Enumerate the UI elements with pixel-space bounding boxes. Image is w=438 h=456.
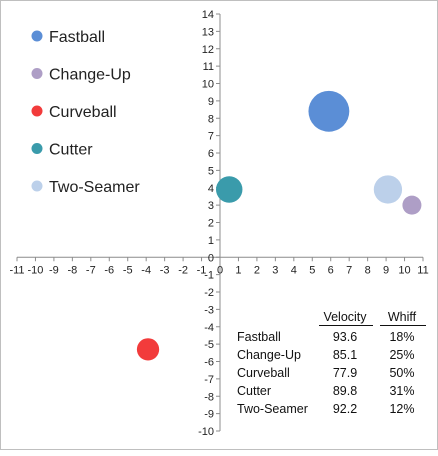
table-cell-whiff: 50% bbox=[389, 366, 414, 380]
table-cell-pitch: Two-Seamer bbox=[237, 402, 308, 416]
table-cell-velocity: 85.1 bbox=[333, 348, 357, 362]
table-header-whiff: Whiff bbox=[388, 310, 417, 324]
table-row: Two-Seamer 92.2 12% bbox=[237, 402, 415, 416]
y-tick-label: 9 bbox=[208, 96, 214, 108]
legend-marker bbox=[31, 105, 43, 117]
table-cell-pitch: Curveball bbox=[237, 366, 290, 380]
legend-label: Two-Seamer bbox=[49, 179, 140, 196]
bubbles bbox=[136, 90, 422, 361]
x-tick-label: 7 bbox=[346, 264, 352, 276]
legend-item: Two-Seamer bbox=[31, 179, 140, 196]
table-header-velocity: Velocity bbox=[323, 310, 367, 324]
table-cell-pitch: Change-Up bbox=[237, 348, 301, 362]
x-tick-label: 0 bbox=[217, 264, 223, 276]
stats-table: Velocity Whiff Fastball 93.6 18% Change-Up 85.… bbox=[237, 310, 426, 416]
table-cell-velocity: 89.8 bbox=[333, 384, 357, 398]
x-tick-label: 11 bbox=[417, 264, 428, 276]
y-tick-label: 6 bbox=[208, 148, 214, 160]
legend-label: Change-Up bbox=[49, 67, 131, 84]
x-tick-label: 5 bbox=[309, 264, 315, 276]
bubble-curveball bbox=[136, 338, 160, 361]
table-cell-whiff: 18% bbox=[389, 330, 414, 344]
table-cell-velocity: 92.2 bbox=[333, 402, 357, 416]
bubble-two-seamer bbox=[373, 175, 403, 204]
x-tick-label: -10 bbox=[28, 264, 44, 276]
legend-item: Cutter bbox=[31, 142, 93, 159]
y-tick-label: 5 bbox=[208, 165, 214, 177]
table-row: Cutter 89.8 31% bbox=[237, 384, 415, 398]
legend-marker bbox=[31, 143, 43, 154]
y-tick-label: 12 bbox=[202, 44, 214, 56]
bubble-fastball bbox=[308, 90, 350, 132]
x-tick-label: -3 bbox=[160, 264, 170, 276]
y-tick-label: -9 bbox=[204, 409, 214, 421]
y-tick-label: -3 bbox=[204, 304, 214, 316]
legend-item: Change-Up bbox=[31, 67, 131, 84]
table-cell-velocity: 93.6 bbox=[333, 330, 357, 344]
x-tick-label: 1 bbox=[235, 264, 241, 276]
bubble-change-up bbox=[402, 195, 422, 215]
x-tick-label: 6 bbox=[328, 264, 334, 276]
y-tick-label: -7 bbox=[204, 374, 214, 386]
x-tick-label: -9 bbox=[49, 264, 59, 276]
bubble-cutter bbox=[215, 176, 243, 203]
y-tick-label: -8 bbox=[204, 391, 214, 403]
x-tick-label: -11 bbox=[9, 264, 24, 276]
y-tick-label: 0 bbox=[208, 252, 214, 264]
y-tick-label: -6 bbox=[204, 357, 214, 369]
legend-marker bbox=[31, 68, 43, 79]
table-cell-whiff: 25% bbox=[389, 348, 414, 362]
x-tick-label: -6 bbox=[104, 264, 114, 276]
x-tick-label: 4 bbox=[291, 264, 297, 276]
table-cell-whiff: 12% bbox=[389, 402, 414, 416]
x-tick-label: -2 bbox=[178, 264, 188, 276]
axes: 14131211109876543210-1-2-3-4-5-6-7-8-9-1… bbox=[9, 9, 428, 438]
table-cell-pitch: Fastball bbox=[237, 330, 281, 344]
x-tick-label: -4 bbox=[141, 264, 151, 276]
legend-label: Fastball bbox=[49, 29, 105, 46]
y-tick-label: 8 bbox=[208, 113, 214, 125]
x-tick-label: 8 bbox=[365, 264, 371, 276]
y-tick-label: 13 bbox=[202, 26, 214, 38]
x-tick-label: 3 bbox=[272, 264, 278, 276]
legend-label: Cutter bbox=[49, 142, 93, 159]
legend-label: Curveball bbox=[49, 104, 117, 121]
x-tick-label: -7 bbox=[86, 264, 96, 276]
y-tick-label: 7 bbox=[208, 131, 214, 143]
y-tick-label: 3 bbox=[208, 200, 214, 212]
legend: Fastball Change-Up Curveball Cutter Two-Seam… bbox=[31, 29, 140, 196]
y-tick-label: -4 bbox=[204, 322, 214, 334]
legend-item: Curveball bbox=[31, 104, 117, 121]
y-tick-label: 2 bbox=[208, 218, 214, 230]
y-tick-label: 4 bbox=[208, 183, 214, 195]
y-tick-label: 1 bbox=[208, 235, 214, 247]
x-tick-label: 2 bbox=[254, 264, 260, 276]
x-tick-label: -5 bbox=[123, 264, 133, 276]
table-cell-pitch: Cutter bbox=[237, 384, 271, 398]
y-tick-label: 10 bbox=[202, 79, 214, 91]
y-tick-label: 11 bbox=[203, 61, 214, 73]
table-row: Change-Up 85.1 25% bbox=[237, 348, 415, 362]
y-tick-label: -10 bbox=[198, 426, 214, 438]
y-tick-label: -2 bbox=[204, 287, 214, 299]
table-row: Fastball 93.6 18% bbox=[237, 330, 415, 344]
legend-marker bbox=[31, 30, 43, 42]
y-tick-label: 14 bbox=[202, 9, 214, 21]
legend-marker bbox=[31, 180, 43, 192]
x-tick-label: 10 bbox=[398, 264, 410, 276]
x-tick-label: -8 bbox=[67, 264, 77, 276]
table-cell-whiff: 31% bbox=[389, 384, 414, 398]
x-tick-label: 9 bbox=[383, 264, 389, 276]
table-row: Curveball 77.9 50% bbox=[237, 366, 415, 380]
y-tick-label: -5 bbox=[204, 339, 214, 351]
table-cell-velocity: 77.9 bbox=[333, 366, 357, 380]
y-tick-label: -1 bbox=[204, 270, 214, 282]
legend-item: Fastball bbox=[31, 29, 105, 46]
x-tick-label: -1 bbox=[197, 264, 207, 276]
